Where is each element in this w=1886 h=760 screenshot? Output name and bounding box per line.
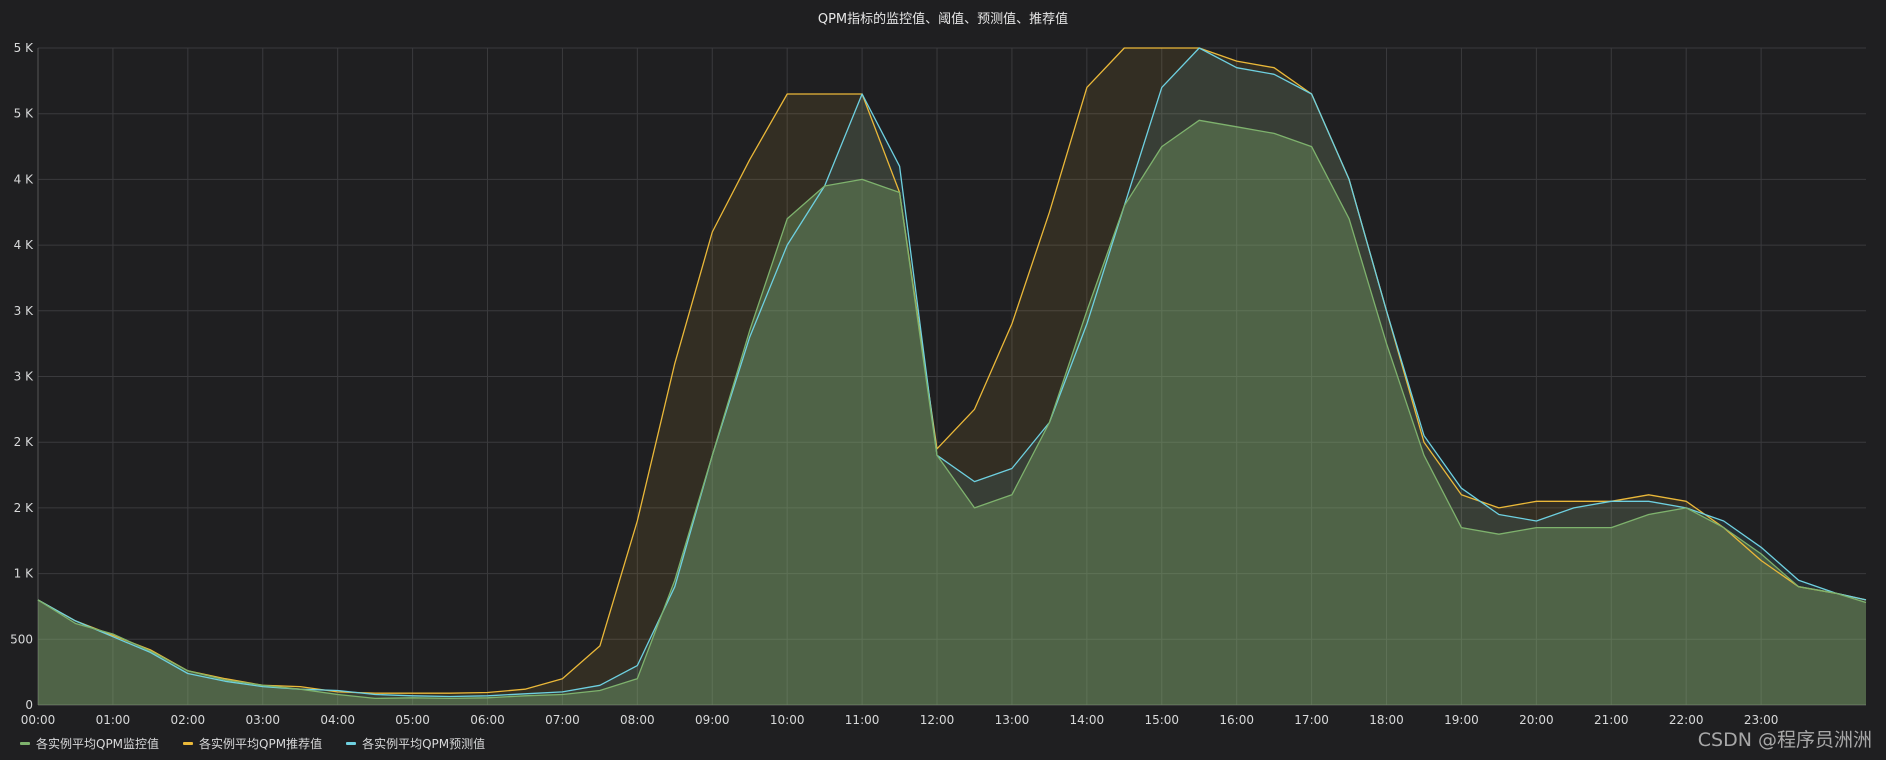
series-line-2 (37, 47, 1867, 698)
legend-label-predict: 各实例平均QPM预测值 (362, 737, 486, 751)
x-tick-label: 17:00 (1294, 713, 1329, 727)
series-line-1 (37, 47, 1867, 694)
x-tick-label: 01:00 (96, 713, 131, 727)
x-tick-label: 22:00 (1669, 713, 1704, 727)
x-tick-label: 00:00 (21, 713, 56, 727)
series-line-0 (37, 119, 1867, 700)
legend-swatch-predict (346, 742, 357, 745)
x-tick-label: 04:00 (320, 713, 355, 727)
legend-swatch-monitor (20, 742, 30, 745)
legend-label-recommend: 各实例平均QPM推荐值 (199, 737, 323, 751)
x-tick-label: 09:00 (695, 713, 730, 727)
x-tick-label: 16:00 (1219, 713, 1254, 727)
x-tick-label: 05:00 (395, 713, 430, 727)
x-tick-label: 20:00 (1519, 713, 1554, 727)
x-tick-label: 13:00 (995, 713, 1030, 727)
x-tick-label: 14:00 (1070, 713, 1105, 727)
x-tick-label: 21:00 (1594, 713, 1629, 727)
series-area-1 (38, 48, 1866, 705)
y-tick-label: 500 (10, 632, 33, 646)
x-tick-label: 02:00 (171, 713, 206, 727)
x-tick-label: 11:00 (845, 713, 880, 727)
x-tick-label: 10:00 (770, 713, 805, 727)
y-tick-label: 5 K (14, 41, 34, 55)
y-tick-label: 1 K (14, 567, 34, 581)
chart-title: QPM指标的监控值、阈值、预测值、推荐值 (817, 12, 1069, 27)
watermark: CSDN @程序员洲洲 (1697, 729, 1872, 751)
x-tick-label: 15:00 (1144, 713, 1179, 727)
y-tick-label: 2 K (14, 501, 34, 515)
legend-item-recommend[interactable]: 各实例平均QPM推荐值 (183, 735, 322, 752)
y-tick-label: 5 K (14, 107, 34, 121)
x-tick-label: 03:00 (245, 713, 280, 727)
y-tick-label: 0 (25, 698, 33, 712)
y-tick-label: 4 K (14, 172, 34, 186)
legend-item-monitor[interactable]: 各实例平均QPM监控值 (20, 735, 159, 752)
y-tick-label: 3 K (14, 370, 34, 384)
series-area-2 (38, 48, 1866, 705)
y-tick-label: 4 K (14, 238, 34, 252)
series-area-0 (38, 120, 1866, 706)
x-tick-label: 08:00 (620, 713, 655, 727)
legend: 各实例平均QPM监控值 各实例平均QPM推荐值 各实例平均QPM预测值 (20, 735, 485, 752)
x-tick-label: 06:00 (470, 713, 505, 727)
legend-label-monitor: 各实例平均QPM监控值 (36, 737, 160, 751)
x-tick-label: 18:00 (1369, 713, 1404, 727)
x-tick-label: 07:00 (545, 713, 580, 727)
legend-swatch-recommend (183, 742, 194, 745)
x-tick-label: 12:00 (920, 713, 955, 727)
y-tick-label: 2 K (14, 435, 34, 449)
legend-item-predict[interactable]: 各实例平均QPM预测值 (346, 735, 485, 752)
x-tick-label: 23:00 (1744, 713, 1779, 727)
x-tick-label: 19:00 (1444, 713, 1479, 727)
y-tick-label: 3 K (14, 304, 34, 318)
